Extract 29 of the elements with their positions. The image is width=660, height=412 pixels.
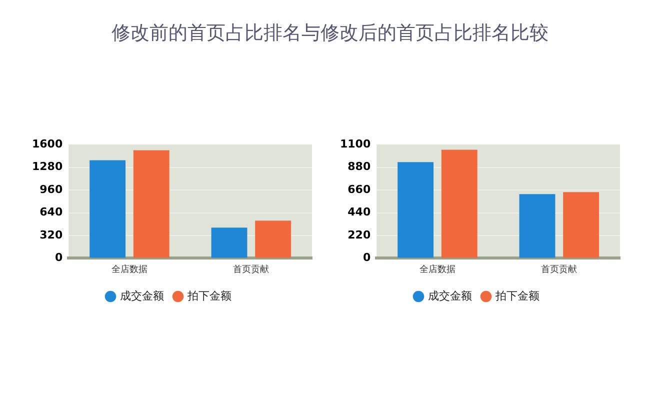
y-tick-label: 0 bbox=[54, 251, 63, 264]
bar bbox=[90, 160, 126, 258]
y-tick-label: 1600 bbox=[32, 137, 63, 150]
y-tick-label: 1280 bbox=[32, 160, 63, 174]
chart-title: 修改前的首页占比排名与修改后的首页占比排名比较 bbox=[110, 21, 550, 46]
y-tick-label: 320 bbox=[40, 228, 63, 242]
y-tick-label: 880 bbox=[348, 160, 371, 174]
bar bbox=[133, 150, 170, 258]
y-tick-label: 640 bbox=[40, 206, 63, 219]
x-tick-label: 全店数据 bbox=[419, 264, 456, 275]
y-tick-label: 660 bbox=[348, 182, 371, 196]
legend-label: 拍下金额 bbox=[494, 289, 540, 302]
bar bbox=[441, 150, 478, 258]
y-tick-label: 0 bbox=[362, 251, 371, 264]
legend-label: 成交金额 bbox=[120, 289, 164, 302]
y-tick-label: 220 bbox=[348, 228, 371, 242]
y-tick-label: 440 bbox=[348, 206, 371, 219]
bar bbox=[519, 194, 556, 258]
y-tick-label: 960 bbox=[40, 182, 63, 196]
bar bbox=[211, 228, 248, 258]
x-tick-label: 首页贡献 bbox=[541, 264, 578, 275]
bar bbox=[398, 162, 434, 258]
bar bbox=[255, 220, 292, 258]
x-tick-label: 全店数据 bbox=[111, 264, 148, 275]
legend-label: 拍下金额 bbox=[186, 289, 232, 302]
x-tick-label: 首页贡献 bbox=[233, 264, 270, 275]
legend-label: 成交金额 bbox=[428, 289, 472, 302]
bar bbox=[563, 192, 600, 258]
y-tick-label: 1100 bbox=[340, 137, 371, 150]
